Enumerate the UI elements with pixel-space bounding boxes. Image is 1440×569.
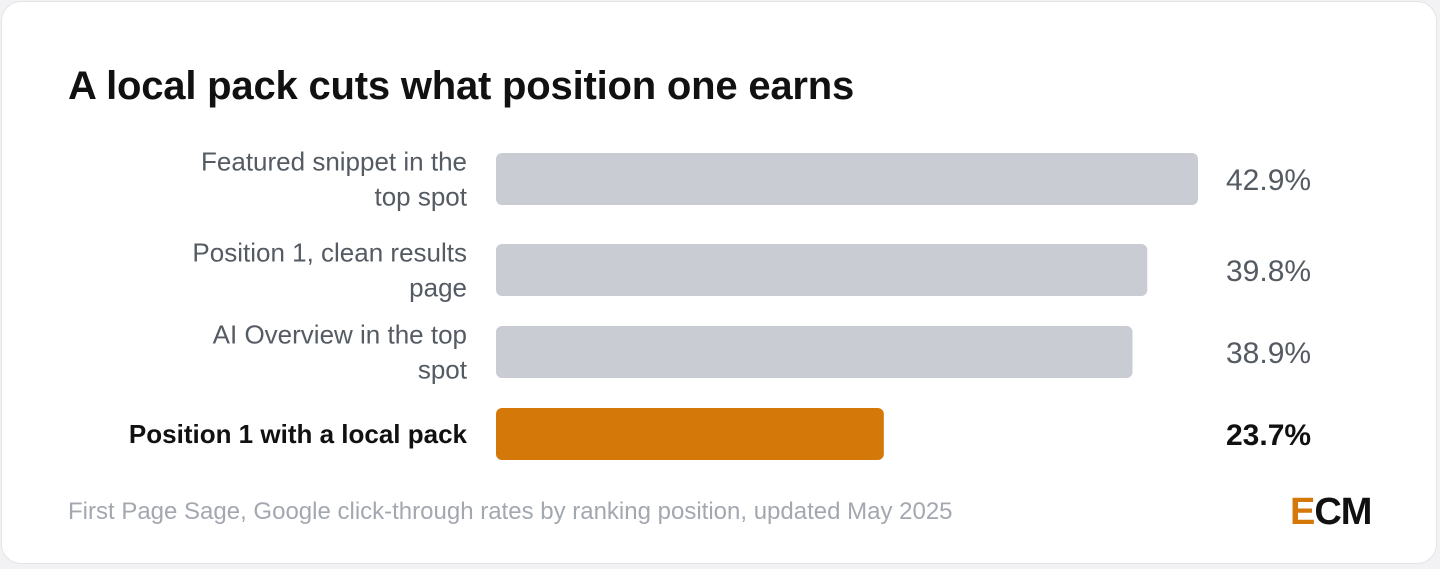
bar-4 (496, 408, 884, 460)
brand-logo: ECM (1290, 491, 1372, 533)
bar-1 (496, 153, 1198, 205)
source-note: First Page Sage, Google click-through ra… (68, 498, 953, 525)
category-label-4: Position 1 with a local pack (129, 419, 468, 449)
category-label-1: Featured snippet in the top spot (201, 147, 468, 212)
bar-2 (496, 244, 1148, 296)
category-label-3: AI Overview in the top spot (213, 320, 468, 385)
value-label-3: 38.9% (1226, 337, 1311, 370)
brand-logo-accent: E (1290, 491, 1315, 533)
value-label-2: 39.8% (1226, 255, 1311, 288)
brand-logo-rest: CM (1314, 491, 1372, 533)
value-label-4: 23.7% (1226, 419, 1311, 452)
bar-3 (496, 326, 1133, 378)
value-label-1: 42.9% (1226, 164, 1311, 197)
bars-layer: Featured snippet in the top spot 42.9% Posi… (129, 147, 1311, 460)
category-label-2: Position 1, clean results page (192, 238, 467, 303)
chart-title: A local pack cuts what position one earn… (68, 64, 855, 108)
